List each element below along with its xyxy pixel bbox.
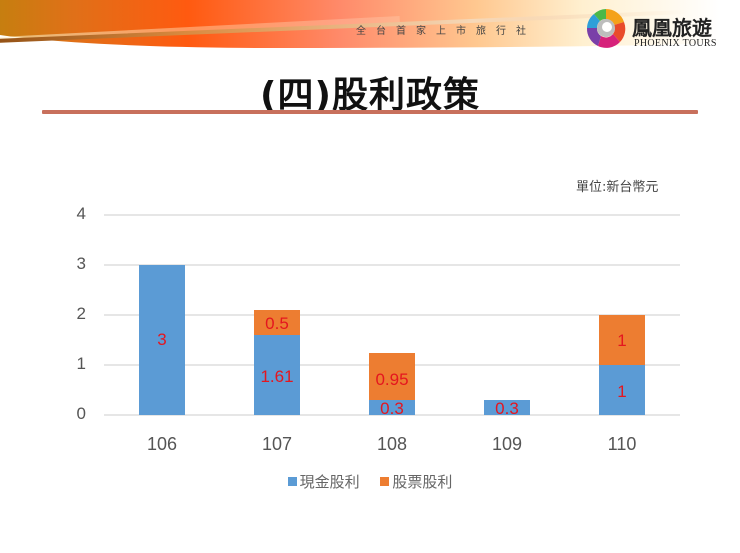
data-label-cash: 3	[157, 330, 167, 349]
phoenix-logo-icon	[586, 9, 626, 48]
bar-segment-cash	[254, 335, 300, 415]
legend-label: 股票股利	[392, 473, 453, 491]
bar-segment-cash	[599, 365, 645, 415]
bar-109: 0.3	[484, 399, 530, 418]
x-tick: 106	[146, 434, 178, 454]
logo-name-en: PHOENIX TOURS	[634, 38, 717, 49]
legend-label: 現金股利	[299, 473, 360, 491]
bar-segment-stock	[369, 353, 415, 400]
gridline-4	[104, 214, 680, 216]
x-tick: 108	[376, 434, 408, 454]
x-tick: 110	[607, 434, 637, 454]
data-label-cash: 1.61	[260, 367, 294, 386]
bar-segment-cash	[484, 400, 530, 415]
title-underline	[42, 110, 698, 114]
legend-item-stock: 股票股利	[380, 471, 452, 492]
bar-segment-cash	[369, 400, 415, 415]
data-label-stock: 1	[617, 331, 627, 350]
chart-legend: 現金股利 股票股利	[0, 471, 740, 492]
y-tick: 0	[76, 404, 86, 423]
bar-106: 3	[139, 265, 185, 415]
y-tick: 4	[76, 204, 86, 223]
company-logo: 鳳凰旅遊 PHOENIX TOURS	[584, 6, 734, 56]
slide-title: (四)股利政策	[260, 75, 480, 116]
x-tick: 109	[491, 434, 523, 454]
data-label-stock: 0.95	[375, 370, 409, 389]
data-label-stock: 0.5	[265, 314, 289, 333]
bar-segment-stock	[254, 310, 300, 335]
unit-note: 單位:新台幣元	[576, 180, 659, 195]
gridline-0	[104, 414, 680, 416]
legend-item-cash: 現金股利	[287, 471, 360, 492]
bar-108: 0.95 0.3	[369, 353, 415, 418]
y-tick: 1	[76, 354, 86, 373]
y-tick: 2	[76, 304, 86, 323]
data-label-cash: 1	[617, 382, 627, 401]
logo-name-cn: 鳳凰旅遊	[632, 16, 712, 40]
x-tick: 107	[261, 434, 293, 454]
y-tick: 3	[76, 254, 86, 273]
bar-segment-cash	[139, 265, 185, 415]
bar-segment-stock	[599, 315, 645, 365]
company-tagline: 全台首家上市旅行社	[356, 26, 536, 37]
data-label-cash: 0.3	[380, 399, 404, 418]
legend-swatch-stock	[380, 477, 390, 486]
legend-swatch-cash	[287, 477, 297, 486]
gridline-2	[104, 314, 680, 316]
bar-110: 1 1	[599, 315, 645, 415]
bar-107: 0.5 1.61	[254, 310, 300, 415]
data-label-cash: 0.3	[495, 399, 519, 418]
gridline-3	[104, 264, 680, 266]
